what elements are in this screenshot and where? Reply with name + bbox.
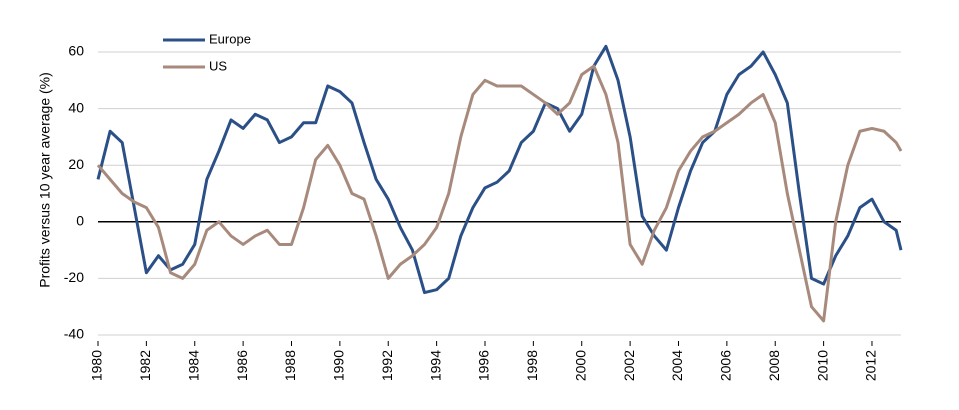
x-tick-label: 1982 [137,350,153,381]
y-tick-label: 60 [68,43,84,59]
x-tick-label: 2002 [621,350,637,381]
x-tick-label: 2004 [669,350,685,381]
legend-label: US [209,58,227,73]
y-tick-label: 40 [68,99,84,115]
y-axis-label: Profits versus 10 year average (%) [37,72,53,288]
y-tick-label: 20 [68,156,84,172]
y-tick-label: -20 [64,269,84,285]
x-tick-label: 2012 [863,350,879,381]
x-tick-label: 2000 [572,350,588,381]
x-tick-label: 1990 [331,350,347,381]
x-tick-label: 2008 [766,350,782,381]
x-tick-label: 1980 [89,350,105,381]
x-tick-label: 2010 [814,350,830,381]
y-tick-label: -40 [64,326,84,342]
line-series [96,44,903,295]
legend-label: Europe [209,31,251,46]
x-tick-label: 1998 [524,350,540,381]
line-series [96,64,903,323]
x-tick-label: 1986 [234,350,250,381]
x-tick-label: 2006 [718,350,734,381]
x-tick-label: 1994 [427,350,443,381]
x-tick-label: 1984 [185,350,201,381]
x-tick-label: 1996 [476,350,492,381]
x-tick-label: 1988 [282,350,298,381]
x-tick-label: 1992 [379,350,395,381]
y-tick-label: 0 [76,213,84,229]
